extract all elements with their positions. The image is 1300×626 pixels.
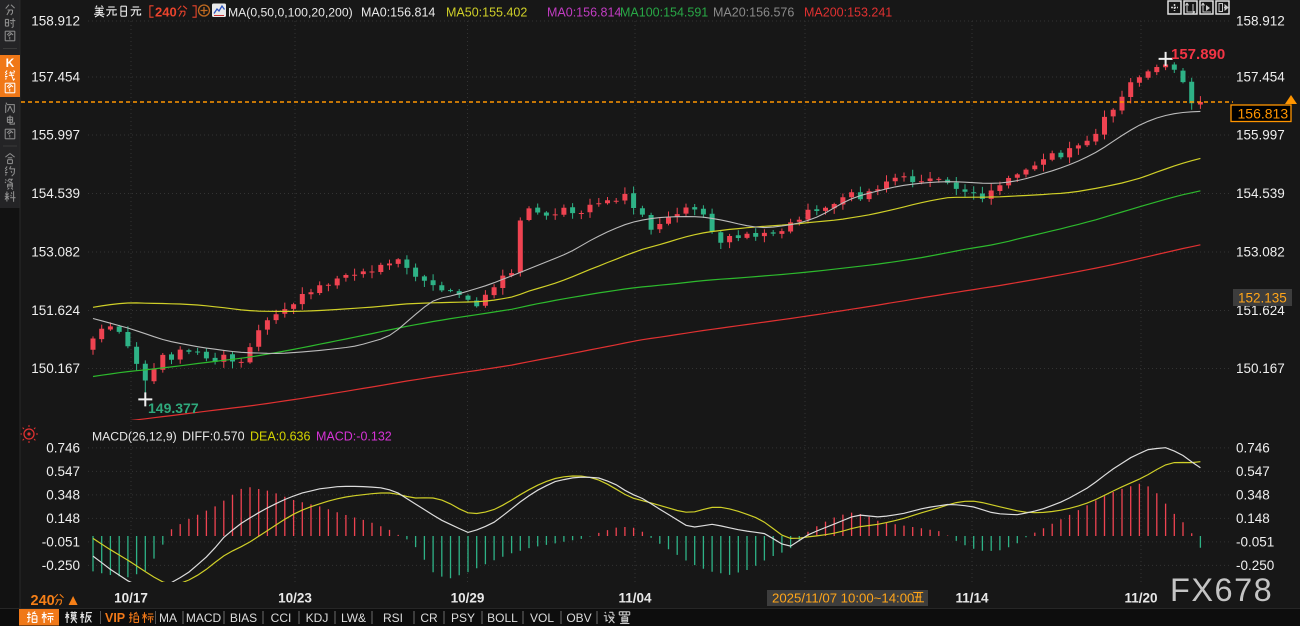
svg-text:151.624: 151.624 <box>31 303 80 318</box>
svg-text:0.148: 0.148 <box>1236 511 1270 526</box>
svg-text:MA(0,50,0,100,20,200): MA(0,50,0,100,20,200) <box>228 6 353 20</box>
svg-text:158.912: 158.912 <box>31 14 80 29</box>
svg-text:158.912: 158.912 <box>1236 14 1285 29</box>
svg-text:11/04: 11/04 <box>618 591 652 606</box>
svg-text:MACD: MACD <box>186 611 222 625</box>
svg-text:155.997: 155.997 <box>1236 128 1285 143</box>
svg-text:DEA:0.636: DEA:0.636 <box>250 430 311 444</box>
svg-text:MA100:154.591: MA100:154.591 <box>620 6 708 20</box>
svg-text:PSY: PSY <box>451 611 475 625</box>
svg-text:-0.250: -0.250 <box>42 558 80 573</box>
svg-text:VOL: VOL <box>530 611 554 625</box>
svg-text:0.547: 0.547 <box>46 464 80 479</box>
svg-text:CR: CR <box>420 611 438 625</box>
svg-text:149.377: 149.377 <box>148 400 199 416</box>
svg-text:10/29: 10/29 <box>451 591 485 606</box>
svg-text:-0.051: -0.051 <box>1236 534 1274 549</box>
svg-text:151.624: 151.624 <box>1236 303 1285 318</box>
svg-text:-0.051: -0.051 <box>42 534 80 549</box>
svg-text:KDJ: KDJ <box>306 611 329 625</box>
svg-text:MA0:156.814: MA0:156.814 <box>361 6 435 20</box>
svg-text:10/23: 10/23 <box>278 591 312 606</box>
svg-text:240: 240 <box>155 5 177 20</box>
svg-text:LW&: LW& <box>341 611 366 625</box>
svg-text:156.813: 156.813 <box>1238 106 1289 122</box>
svg-text:11/20: 11/20 <box>1124 591 1157 606</box>
svg-text:0.746: 0.746 <box>1236 440 1270 455</box>
svg-text:157.890: 157.890 <box>1171 46 1225 63</box>
svg-text:0.348: 0.348 <box>1236 487 1270 502</box>
svg-text:-0.250: -0.250 <box>1236 558 1274 573</box>
svg-text:MA50:155.402: MA50:155.402 <box>446 6 527 20</box>
svg-text:K: K <box>6 56 15 70</box>
svg-text:11/14: 11/14 <box>955 591 989 606</box>
svg-text:157.454: 157.454 <box>1236 70 1285 85</box>
svg-text:2025/11/07 10:00~14:00: 2025/11/07 10:00~14:00 <box>772 591 914 606</box>
svg-text:150.167: 150.167 <box>31 361 80 376</box>
svg-text:BIAS: BIAS <box>230 611 257 625</box>
svg-text:BOLL: BOLL <box>487 611 518 625</box>
svg-text:153.082: 153.082 <box>1236 245 1285 260</box>
svg-text:FX678: FX678 <box>1170 572 1273 608</box>
svg-text:MA20:156.576: MA20:156.576 <box>713 6 794 20</box>
svg-text:157.454: 157.454 <box>31 70 80 85</box>
svg-text:MA200:153.241: MA200:153.241 <box>804 6 892 20</box>
svg-text:10/17: 10/17 <box>114 591 148 606</box>
svg-text:155.997: 155.997 <box>31 128 80 143</box>
svg-text:0.746: 0.746 <box>46 440 80 455</box>
svg-text:MA: MA <box>159 611 177 625</box>
svg-text:VIP: VIP <box>105 611 125 625</box>
svg-text:MACD(26,12,9): MACD(26,12,9) <box>92 430 177 444</box>
svg-text:154.539: 154.539 <box>31 186 80 201</box>
svg-text:153.082: 153.082 <box>31 245 80 260</box>
svg-text:152.135: 152.135 <box>1238 291 1287 306</box>
svg-text:CCI: CCI <box>271 611 292 625</box>
svg-text:DIFF:0.570: DIFF:0.570 <box>182 430 245 444</box>
svg-text:0.148: 0.148 <box>46 511 80 526</box>
svg-text:MA0:156.814: MA0:156.814 <box>547 6 621 20</box>
svg-text:150.167: 150.167 <box>1236 361 1285 376</box>
svg-text:0.348: 0.348 <box>46 487 80 502</box>
svg-text:240: 240 <box>31 593 55 609</box>
svg-text:MACD:-0.132: MACD:-0.132 <box>316 430 392 444</box>
svg-text:RSI: RSI <box>383 611 403 625</box>
svg-text:154.539: 154.539 <box>1236 186 1285 201</box>
svg-text:OBV: OBV <box>566 611 591 625</box>
svg-text:0.547: 0.547 <box>1236 464 1270 479</box>
